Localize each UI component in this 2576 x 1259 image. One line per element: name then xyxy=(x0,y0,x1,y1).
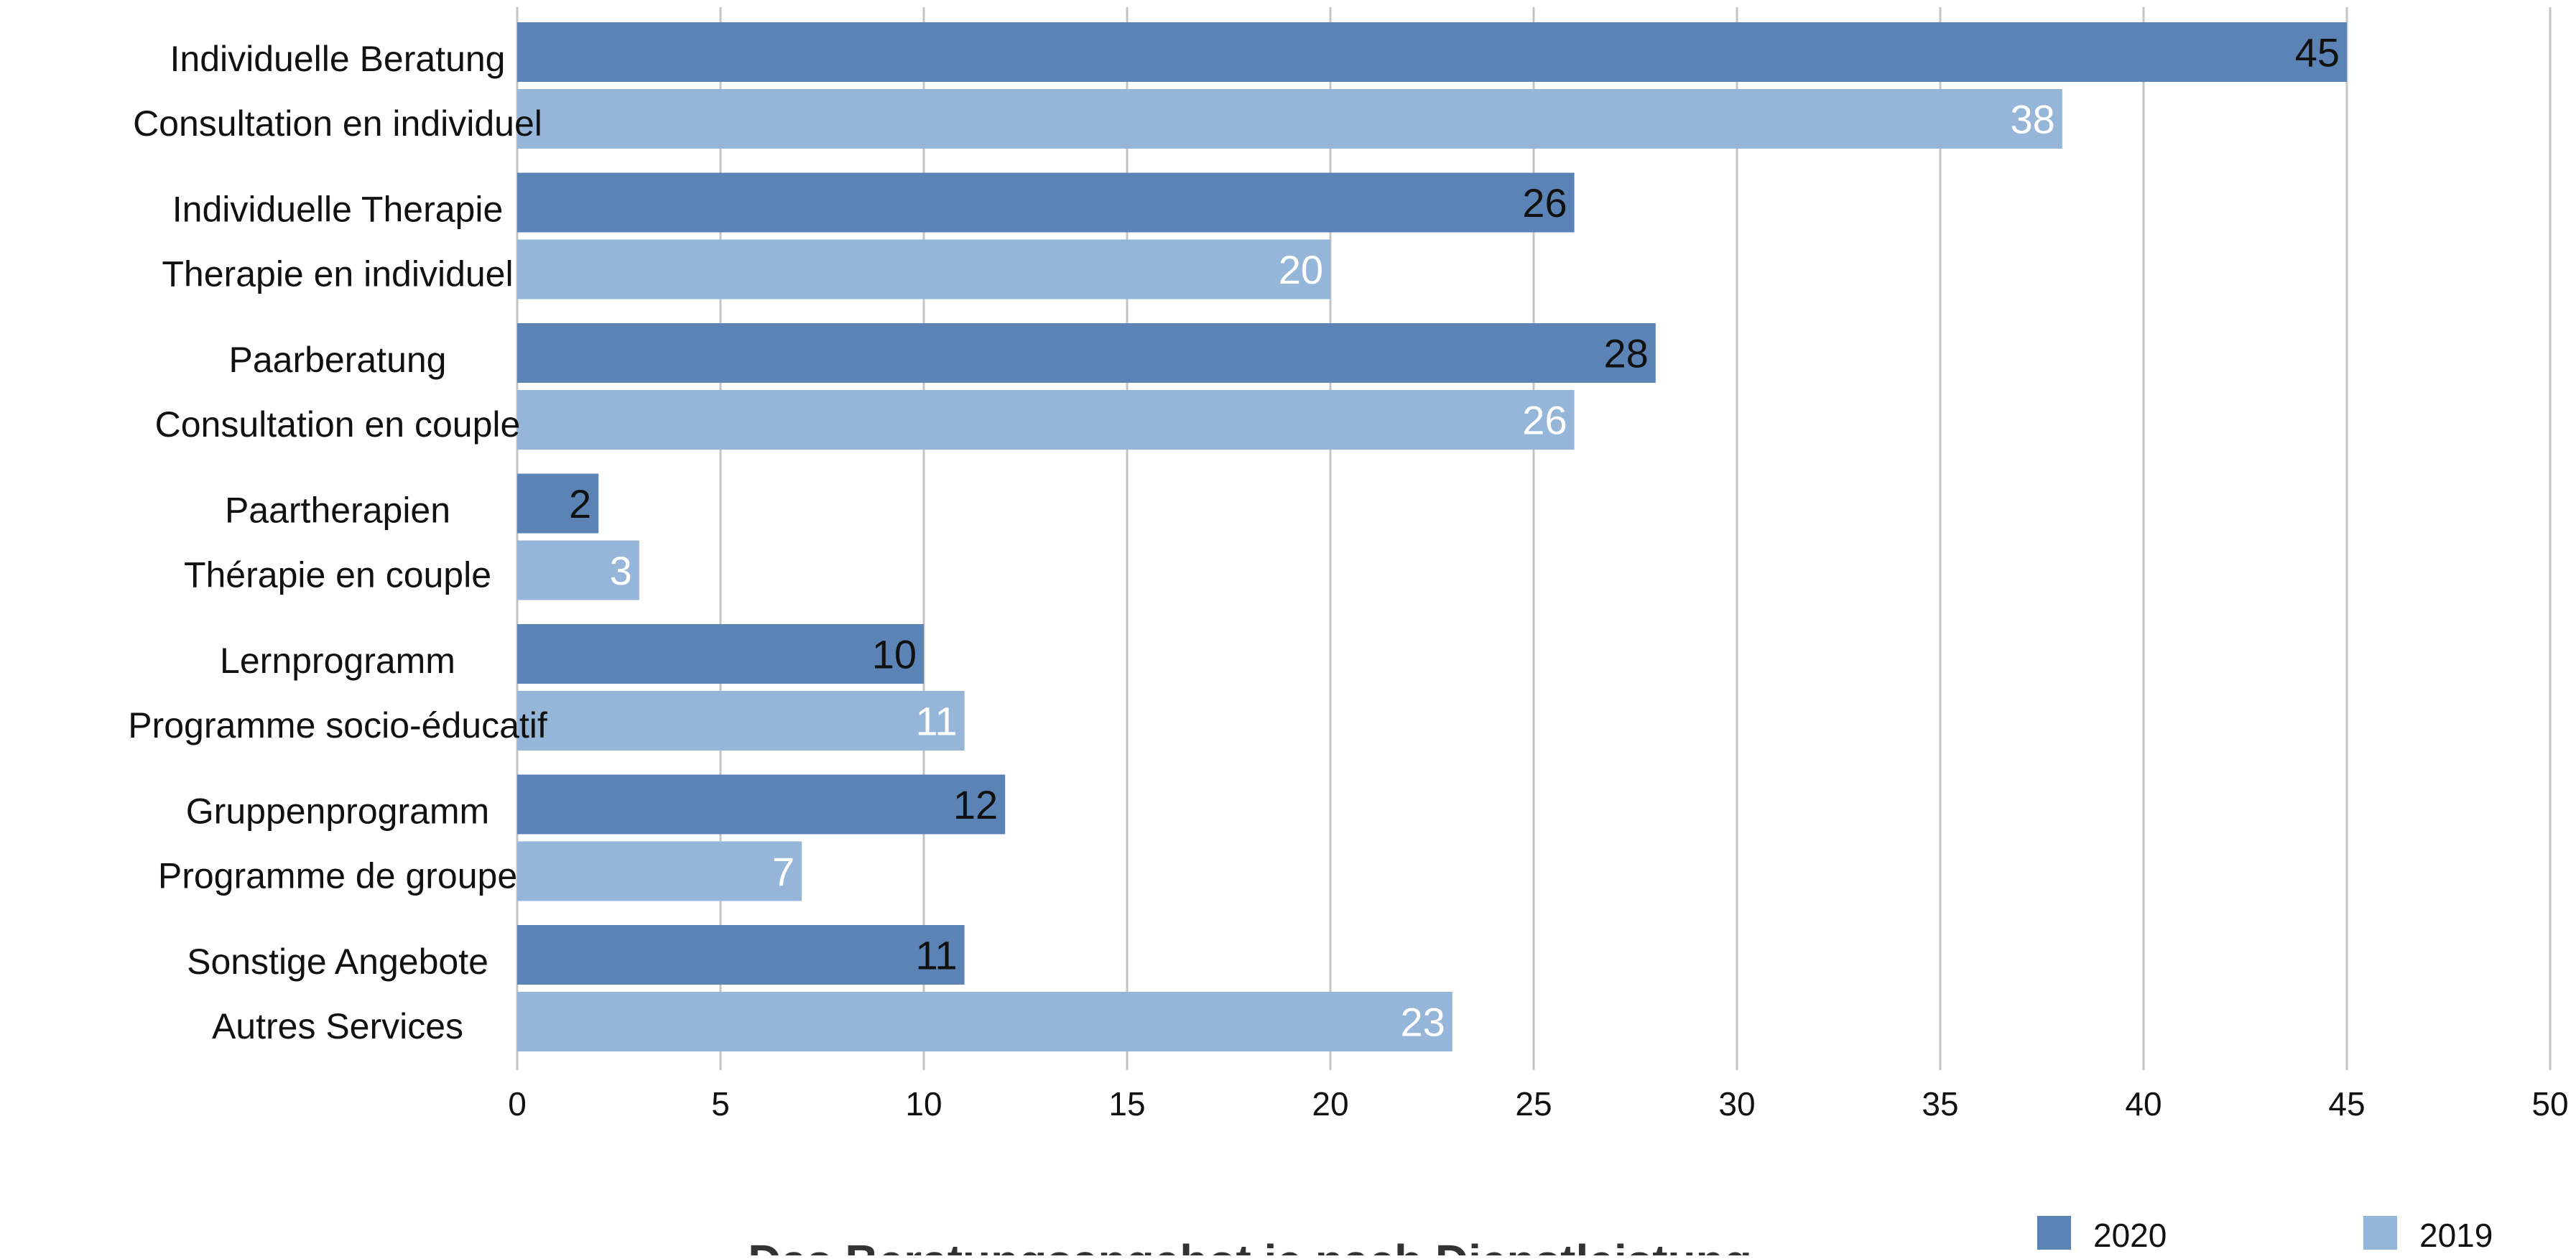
category-label: Thérapie en couple xyxy=(184,555,491,595)
category-label: Consultation en individuel xyxy=(133,103,542,144)
category-label: Sonstige Angebote xyxy=(187,942,488,982)
legend-label-2019: 2019 xyxy=(2419,1217,2493,1254)
bar-2020-0 xyxy=(517,22,2347,82)
bar-2019-2 xyxy=(517,390,1575,450)
x-tick-label: 25 xyxy=(1515,1085,1552,1123)
x-tick-label: 50 xyxy=(2531,1085,2568,1123)
category-label: Therapie en individuel xyxy=(162,254,513,294)
x-tick-label: 15 xyxy=(1108,1085,1145,1123)
category-label: Autres Services xyxy=(212,1006,463,1046)
category-label: Programme de groupe xyxy=(158,856,517,896)
legend-label-2020: 2020 xyxy=(2093,1217,2167,1254)
bar-2019-6 xyxy=(517,992,1453,1051)
x-tick-label: 45 xyxy=(2328,1085,2365,1123)
data-label-2020-5: 12 xyxy=(953,782,998,827)
bar-2019-0 xyxy=(517,89,2062,149)
bar-2020-1 xyxy=(517,172,1575,233)
data-label-2020-3: 2 xyxy=(569,481,591,526)
bar-2019-4 xyxy=(517,691,965,751)
bar-2020-6 xyxy=(517,925,965,985)
bar-2020-3 xyxy=(517,473,599,534)
data-label-2020-0: 45 xyxy=(2295,30,2340,75)
bar-2019-3 xyxy=(517,540,639,600)
data-label-2020-6: 11 xyxy=(915,933,957,978)
x-axis-ticks: 0 5 10 15 20 25 30 35 40 45 50 xyxy=(508,1085,2568,1123)
data-label-2019-1: 20 xyxy=(1279,247,1323,292)
data-label-2020-1: 26 xyxy=(1522,180,1567,226)
bar-2020-4 xyxy=(517,624,924,684)
x-tick-label: 20 xyxy=(1312,1085,1348,1123)
category-label: Programme socio-éducatif xyxy=(128,705,547,745)
category-label: Lernprogramm xyxy=(220,641,455,681)
category-label: Paarberatung xyxy=(228,340,446,380)
data-label-2019-2: 26 xyxy=(1522,398,1567,443)
x-tick-label: 30 xyxy=(1718,1085,1755,1123)
data-label-2019-4: 11 xyxy=(915,699,957,744)
category-label: Individuelle Therapie xyxy=(172,190,504,230)
data-label-2019-0: 38 xyxy=(2011,97,2055,142)
x-tick-label: 5 xyxy=(711,1085,730,1123)
x-tick-label: 10 xyxy=(905,1085,942,1123)
data-label-2020-4: 10 xyxy=(872,632,917,677)
legend-swatch-2020 xyxy=(2037,1216,2071,1250)
bars: 45 38 26 20 28 26 23 10 11 12 7 11 23 xyxy=(517,22,2347,1051)
category-label: Paartherapien xyxy=(225,491,450,531)
category-label: Consultation en couple xyxy=(155,404,521,445)
data-label-2019-3: 3 xyxy=(610,548,632,593)
data-label-2019-5: 7 xyxy=(772,849,794,894)
x-tick-label: 40 xyxy=(2125,1085,2162,1123)
bar-2020-2 xyxy=(517,323,1656,383)
bar-2020-5 xyxy=(517,774,1006,835)
gridlines xyxy=(516,7,2552,1070)
category-label: Gruppenprogramm xyxy=(186,791,489,832)
x-tick-label: 35 xyxy=(1922,1085,1958,1123)
bar-2019-5 xyxy=(517,841,802,901)
data-label-2019-6: 23 xyxy=(1401,1000,1445,1045)
legend-swatch-2019 xyxy=(2363,1216,2397,1250)
category-label: Individuelle Beratung xyxy=(170,39,506,79)
chart-title: Das Beratungsangebot je nach Dienstleist… xyxy=(748,1235,1752,1255)
category-labels: Individuelle Beratung Consultation en ind… xyxy=(128,39,547,1046)
data-label-2020-2: 28 xyxy=(1604,331,1649,376)
x-tick-label: 0 xyxy=(508,1085,527,1123)
bar-2019-1 xyxy=(517,239,1330,299)
legend: 2020 2019 xyxy=(2037,1216,2493,1254)
